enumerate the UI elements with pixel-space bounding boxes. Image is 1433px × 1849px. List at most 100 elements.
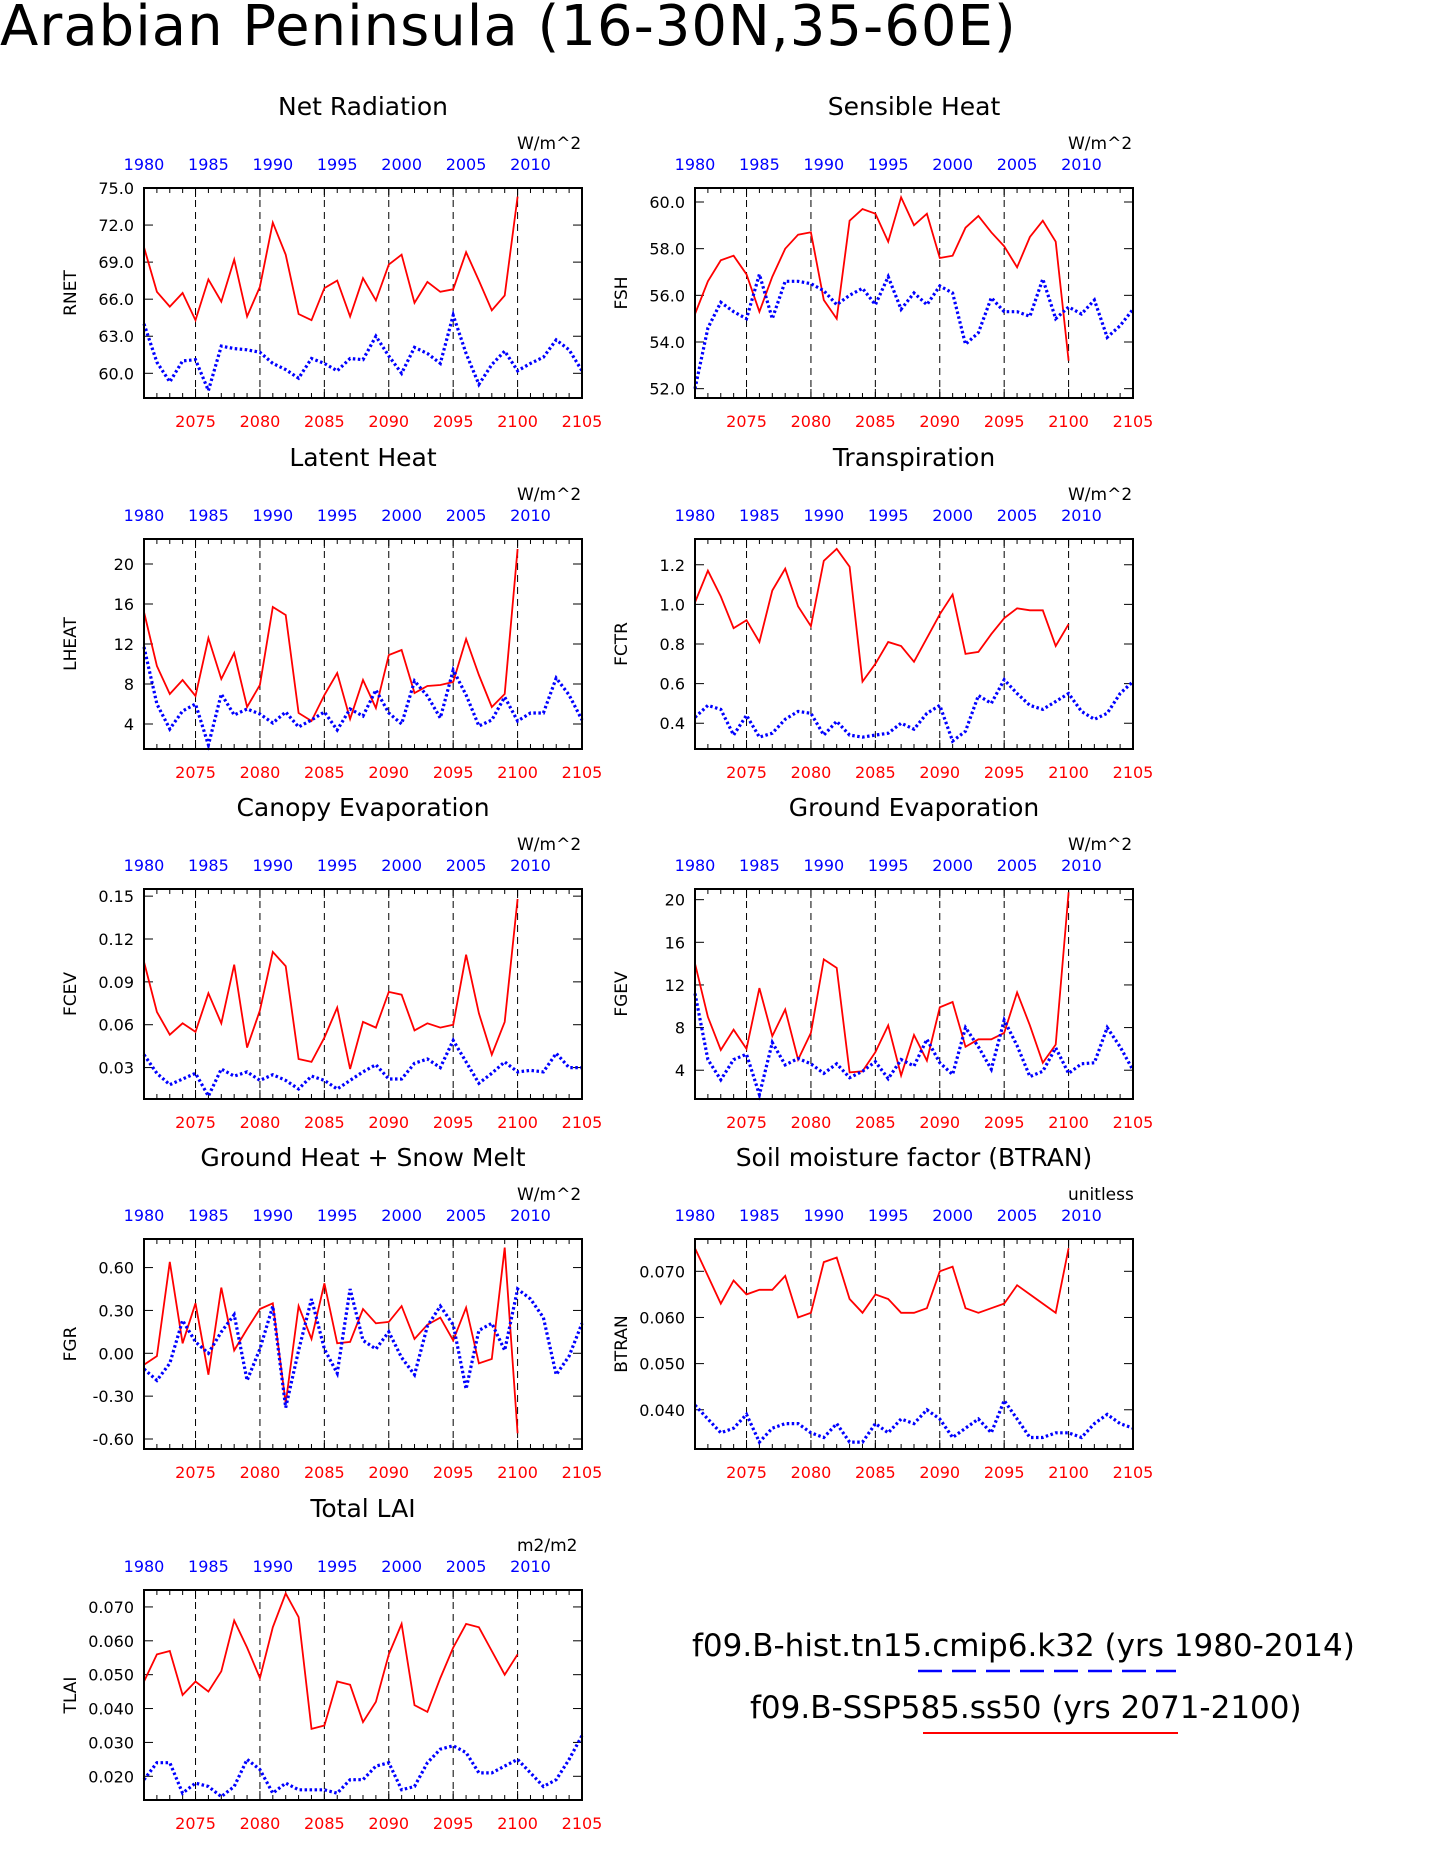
- bottom-tick-label: 2085: [855, 763, 896, 782]
- top-tick-label: 1985: [188, 1206, 229, 1225]
- y-tick-label: 54.0: [649, 333, 685, 352]
- bottom-tick-label: 2095: [984, 1113, 1025, 1132]
- top-tick-label: 1995: [868, 506, 909, 525]
- y-tick-label: 16: [114, 595, 134, 614]
- series-line-ssp: [143, 1247, 519, 1434]
- y-axis-label: FCEV: [61, 972, 81, 1016]
- top-tick-label: 2005: [997, 155, 1038, 174]
- top-tick-label: 2000: [381, 856, 422, 875]
- top-tick-label: 1995: [868, 155, 909, 174]
- y-tick-label: 75.0: [98, 179, 134, 198]
- plot-frame: [694, 187, 1134, 399]
- top-tick-label: 2000: [381, 1557, 422, 1576]
- top-tick-label: 2010: [1061, 856, 1102, 875]
- series-line-hist: [142, 1734, 584, 1799]
- y-tick-label: 0.040: [639, 1401, 685, 1420]
- bottom-tick-label: 2085: [304, 1113, 345, 1132]
- series-line-ssp: [143, 548, 519, 723]
- plot-frame: [143, 1238, 583, 1450]
- y-tick-label: 58.0: [649, 240, 685, 259]
- y-tick-label: 0.030: [88, 1733, 134, 1752]
- top-tick-label: 1995: [317, 1206, 358, 1225]
- series-line-ssp: [143, 196, 519, 323]
- y-tick-label: -0.30: [93, 1387, 134, 1406]
- y-tick-label: 0.060: [88, 1632, 134, 1651]
- y-axis-label: FSH: [612, 276, 632, 309]
- bottom-tick-label: 2095: [984, 1463, 1025, 1482]
- top-tick-label: 2005: [446, 1557, 487, 1576]
- bottom-tick-label: 2080: [240, 1814, 281, 1833]
- bottom-tick-label: 2075: [726, 1113, 767, 1132]
- bottom-tick-label: 2090: [368, 412, 409, 431]
- bottom-tick-label: 2100: [1048, 763, 1089, 782]
- bottom-tick-label: 2080: [791, 1113, 832, 1132]
- top-tick-label: 1980: [124, 1557, 165, 1576]
- top-tick-label: 1985: [188, 856, 229, 875]
- y-tick-label: 0.070: [639, 1262, 685, 1281]
- bottom-tick-label: 2090: [919, 763, 960, 782]
- top-tick-label: 1980: [124, 1206, 165, 1225]
- y-tick-label: 0.60: [98, 1259, 134, 1278]
- bottom-tick-label: 2105: [1113, 412, 1154, 431]
- y-tick-label: 0.050: [639, 1355, 685, 1374]
- top-tick-label: 2005: [446, 1206, 487, 1225]
- plot-frame: [694, 888, 1134, 1100]
- bottom-tick-label: 2095: [433, 412, 474, 431]
- bottom-tick-label: 2075: [175, 412, 216, 431]
- y-axis-label: FCTR: [612, 622, 632, 666]
- y-axis-label: TLAI: [61, 1677, 81, 1715]
- top-tick-label: 2000: [381, 155, 422, 174]
- top-tick-label: 1985: [739, 155, 780, 174]
- top-tick-label: 2010: [510, 856, 551, 875]
- bottom-tick-label: 2080: [240, 763, 281, 782]
- top-tick-label: 2010: [510, 506, 551, 525]
- series-line-ssp: [143, 1591, 519, 1731]
- bottom-tick-label: 2075: [175, 1113, 216, 1132]
- y-tick-label: 52.0: [649, 380, 685, 399]
- bottom-tick-label: 2085: [855, 1463, 896, 1482]
- series-line-hist: [142, 646, 584, 751]
- bottom-tick-label: 2100: [497, 1814, 538, 1833]
- series-line-ssp: [694, 547, 1070, 685]
- bottom-tick-label: 2105: [562, 1463, 603, 1482]
- bottom-tick-label: 2075: [175, 763, 216, 782]
- bottom-tick-label: 2100: [1048, 1463, 1089, 1482]
- bottom-tick-label: 2090: [368, 1113, 409, 1132]
- top-tick-label: 1985: [739, 506, 780, 525]
- y-tick-label: 0.30: [98, 1301, 134, 1320]
- y-tick-label: 0.070: [88, 1598, 134, 1617]
- top-tick-label: 2010: [510, 1557, 551, 1576]
- y-tick-label: 0.4: [660, 714, 685, 733]
- series-line-hist: [142, 1037, 582, 1100]
- bottom-tick-label: 2075: [726, 763, 767, 782]
- y-tick-label: 0.6: [660, 675, 685, 694]
- bottom-tick-label: 2105: [1113, 1463, 1154, 1482]
- plot-frame: [143, 538, 583, 750]
- series-line-hist: [142, 1286, 584, 1408]
- top-tick-label: 2000: [932, 1206, 973, 1225]
- y-tick-label: 0.15: [98, 887, 134, 906]
- series-line-ssp: [694, 1247, 1070, 1319]
- series-line-ssp: [694, 892, 1070, 1079]
- top-tick-label: 1990: [252, 1557, 293, 1576]
- top-tick-label: 2000: [932, 506, 973, 525]
- top-tick-label: 2010: [510, 155, 551, 174]
- y-tick-label: 0.8: [660, 635, 685, 654]
- top-tick-label: 2005: [997, 856, 1038, 875]
- top-tick-label: 1990: [252, 1206, 293, 1225]
- panel-title: Soil moisture factor (BTRAN): [736, 1143, 1093, 1172]
- plot-frame: [694, 1238, 1134, 1450]
- y-tick-label: 63.0: [98, 327, 134, 346]
- bottom-tick-label: 2090: [368, 1463, 409, 1482]
- bottom-tick-label: 2075: [726, 412, 767, 431]
- bottom-tick-label: 2100: [497, 763, 538, 782]
- y-tick-label: 0.020: [88, 1767, 134, 1786]
- y-tick-label: 0.040: [88, 1700, 134, 1719]
- y-tick-label: 60.0: [649, 193, 685, 212]
- top-tick-label: 2005: [446, 856, 487, 875]
- y-axis-label: BTRAN: [612, 1315, 632, 1373]
- y-tick-label: 0.050: [88, 1666, 134, 1685]
- y-tick-label: 4: [124, 715, 134, 734]
- bottom-tick-label: 2080: [240, 1463, 281, 1482]
- top-tick-label: 2010: [1061, 1206, 1102, 1225]
